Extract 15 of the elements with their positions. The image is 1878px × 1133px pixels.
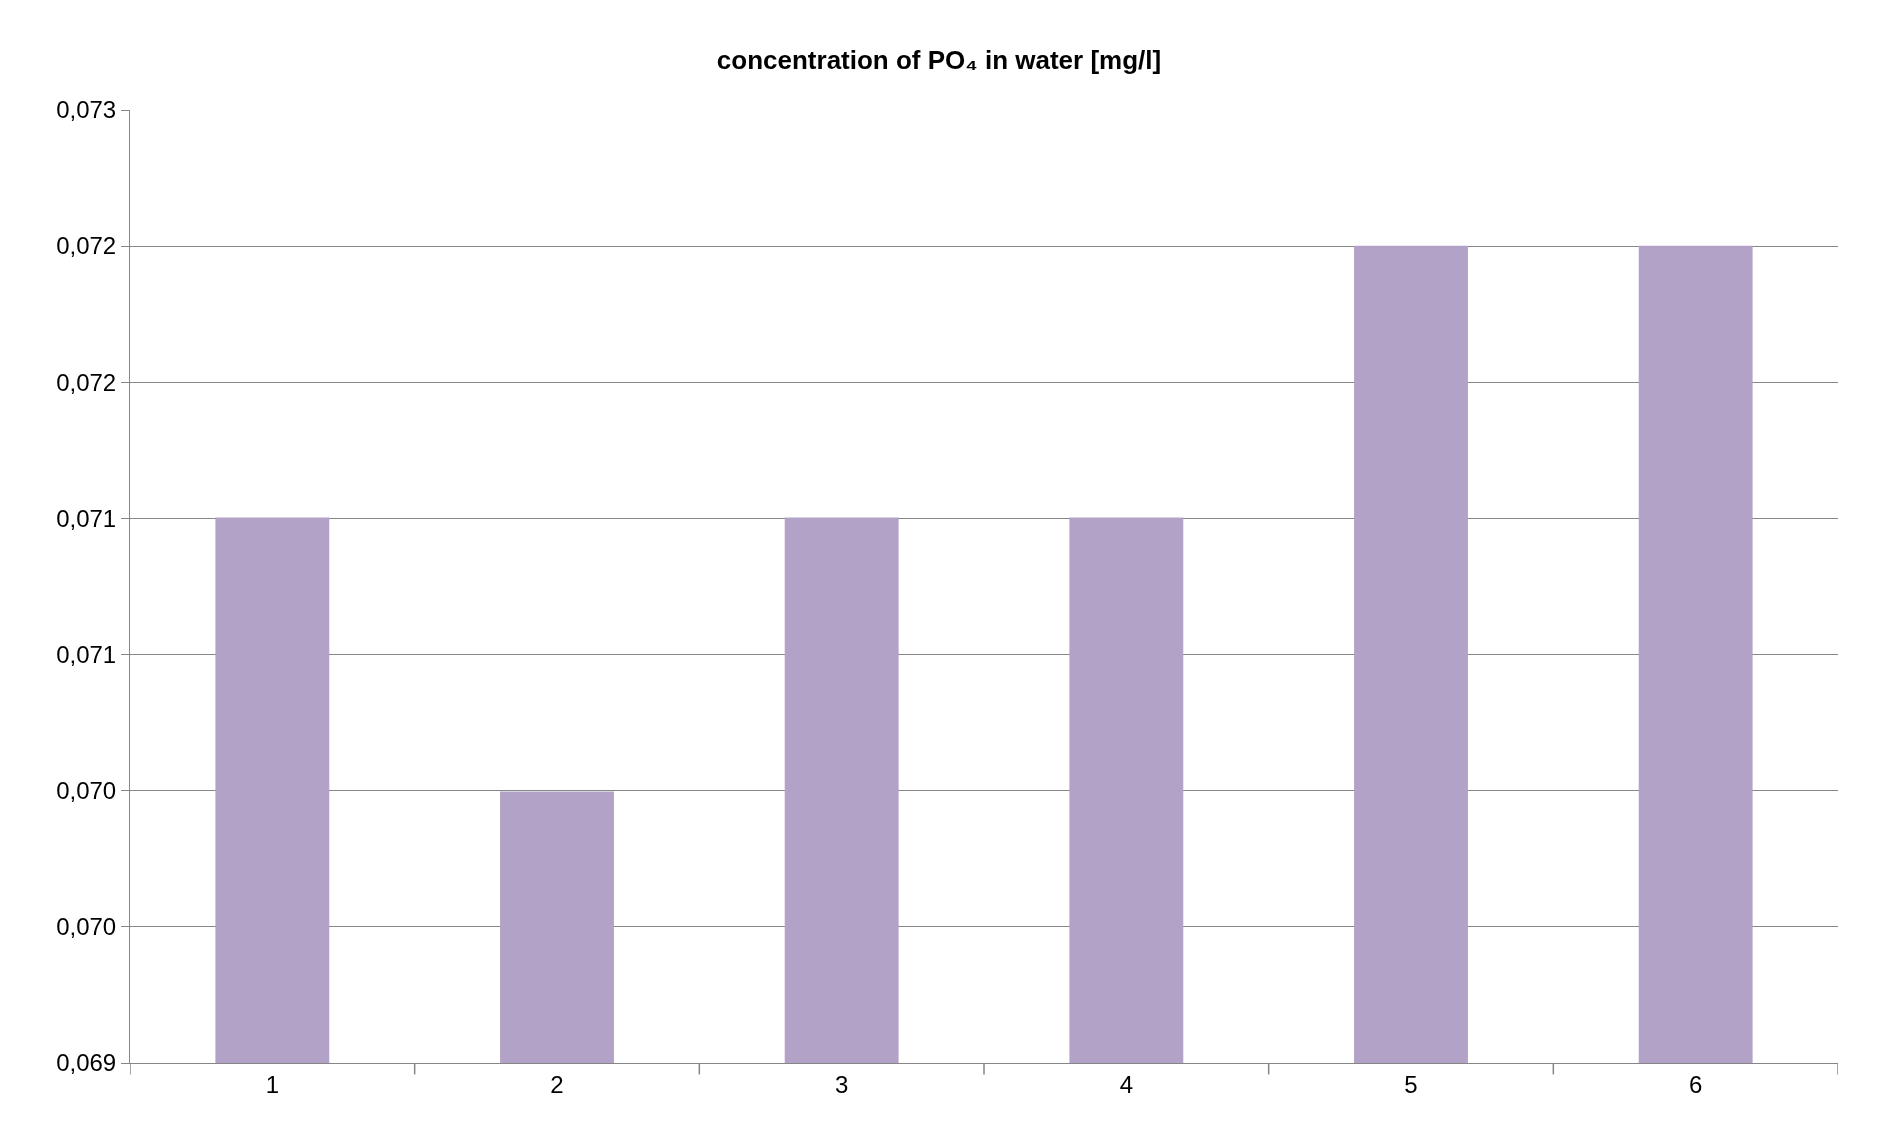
- x-tick-label: 1: [265, 1070, 280, 1098]
- y-tick-label: 0,070: [56, 777, 117, 805]
- x-tick-label: 6: [1688, 1070, 1703, 1098]
- x-tick-label: 3: [834, 1070, 849, 1098]
- y-tick-label: 0,071: [56, 504, 117, 532]
- x-tick-label: 4: [1119, 1070, 1134, 1098]
- x-tick-label: 2: [550, 1070, 564, 1098]
- y-tick-label: 0,071: [56, 641, 117, 669]
- y-tick-label: 0,069: [56, 1049, 117, 1077]
- y-tick-label: 0,072: [56, 232, 117, 260]
- x-tick-label: 5: [1404, 1070, 1418, 1098]
- chart-title: concentration of PO₄ in water [mg/l]: [716, 45, 1162, 76]
- y-tick-label: 0,072: [56, 368, 117, 396]
- y-tick-label: 0,070: [56, 913, 117, 941]
- y-tick-label: 0,073: [56, 96, 117, 124]
